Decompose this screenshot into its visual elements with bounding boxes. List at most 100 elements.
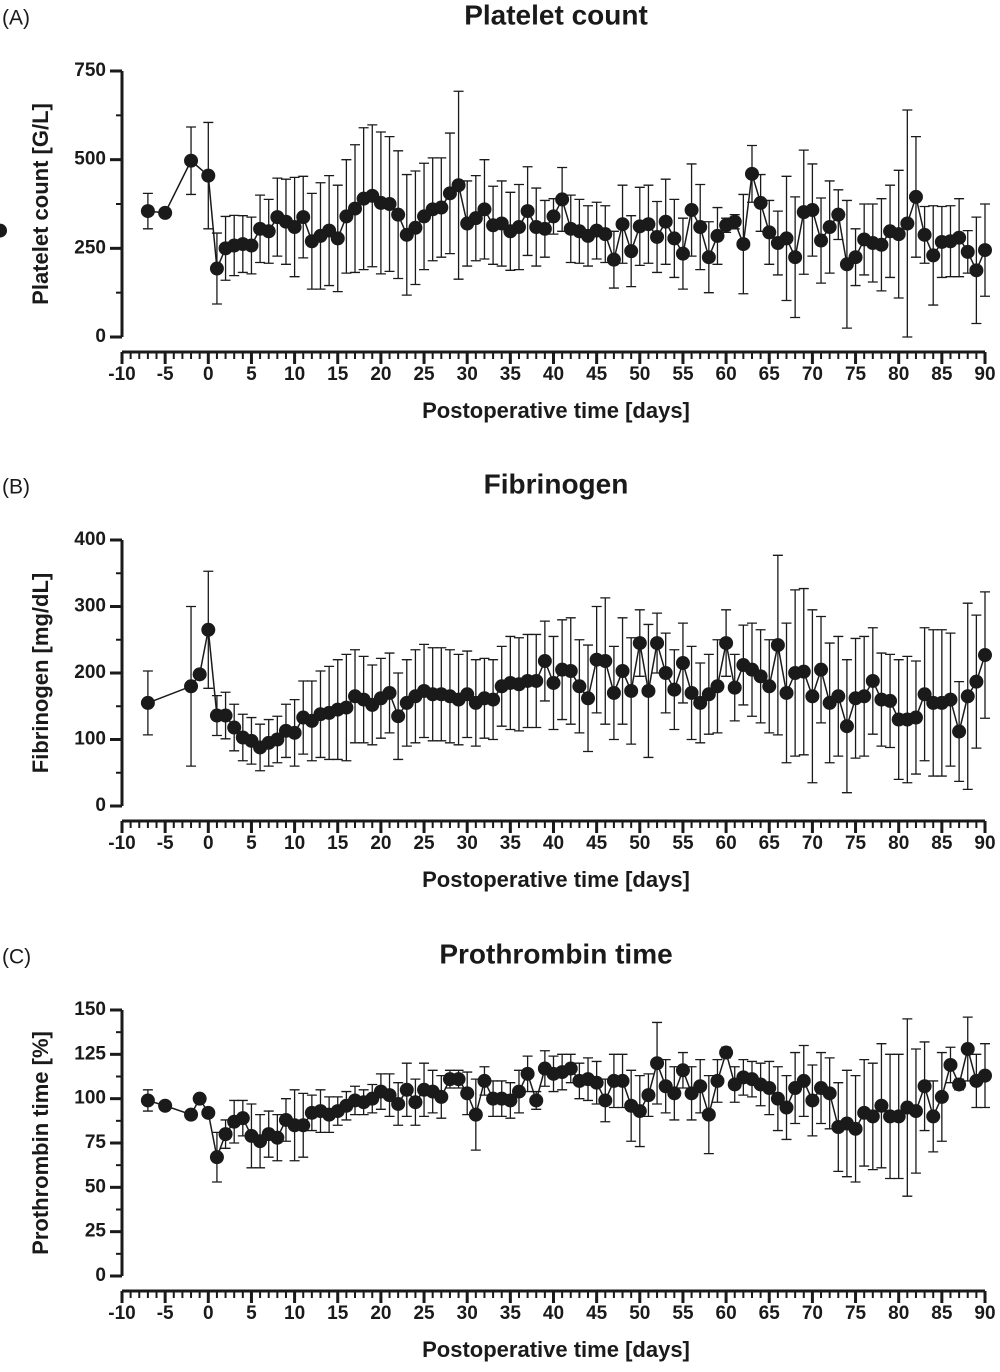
data-point bbox=[848, 1121, 863, 1136]
y-tick-label: 75 bbox=[85, 1132, 107, 1153]
data-point bbox=[891, 227, 906, 242]
y-axis-label: Prothrombin time [%] bbox=[28, 1031, 53, 1255]
data-point bbox=[434, 200, 449, 215]
x-axis-label: Postoperative time [days] bbox=[422, 1337, 690, 1362]
data-point bbox=[184, 1107, 199, 1122]
data-point bbox=[641, 217, 656, 232]
x-tick-label: 40 bbox=[543, 1303, 564, 1324]
data-point bbox=[908, 710, 923, 725]
panel: (A) Platelet count Postoperative time [day… bbox=[0, 0, 996, 423]
data-point bbox=[287, 220, 302, 235]
data-point bbox=[537, 221, 552, 236]
data-point bbox=[184, 153, 199, 168]
data-point bbox=[624, 244, 639, 259]
panel: (C) Prothrombin time Postoperative time [d… bbox=[2, 938, 996, 1361]
y-tick-label: 0 bbox=[95, 326, 106, 347]
data-point bbox=[969, 674, 984, 689]
data-point bbox=[382, 685, 397, 700]
data-point bbox=[261, 224, 276, 239]
data-point bbox=[762, 1081, 777, 1096]
data-point bbox=[874, 237, 889, 252]
x-axis-label: Postoperative time [days] bbox=[422, 867, 690, 892]
data-point bbox=[529, 1093, 544, 1108]
data-point bbox=[744, 166, 759, 181]
data-point bbox=[908, 189, 923, 204]
data-point bbox=[978, 1068, 992, 1083]
data-point bbox=[650, 1056, 665, 1071]
x-tick-label: 85 bbox=[931, 833, 953, 854]
data-point bbox=[201, 622, 216, 637]
x-tick-label: 80 bbox=[888, 364, 909, 385]
x-tick-label: 45 bbox=[586, 1303, 608, 1324]
x-tick-label: 40 bbox=[543, 833, 564, 854]
data-point bbox=[382, 1088, 397, 1103]
x-tick-label: -5 bbox=[157, 1303, 174, 1324]
data-point bbox=[762, 679, 777, 694]
x-tick-label: 80 bbox=[888, 1303, 909, 1324]
data-point bbox=[201, 1105, 216, 1120]
data-point bbox=[270, 1130, 285, 1145]
data-point bbox=[779, 1100, 794, 1115]
data-point bbox=[192, 1091, 207, 1106]
data-point bbox=[537, 654, 552, 669]
x-tick-label: 15 bbox=[327, 833, 349, 854]
data-point bbox=[762, 225, 777, 240]
data-point bbox=[451, 1072, 466, 1087]
data-point bbox=[805, 203, 820, 218]
data-point bbox=[140, 695, 155, 710]
data-point bbox=[581, 691, 596, 706]
y-tick-label: 100 bbox=[74, 1088, 106, 1109]
data-point bbox=[209, 261, 224, 276]
x-tick-label: 10 bbox=[284, 833, 305, 854]
data-point bbox=[477, 202, 492, 217]
data-point bbox=[675, 246, 690, 261]
data-point bbox=[865, 673, 880, 688]
data-point bbox=[589, 1075, 604, 1090]
x-tick-label: 90 bbox=[974, 833, 995, 854]
data-point bbox=[218, 708, 233, 723]
y-tick-label: 300 bbox=[74, 596, 106, 617]
x-tick-label: 20 bbox=[370, 364, 391, 385]
data-point bbox=[831, 689, 846, 704]
y-tick-label: 125 bbox=[74, 1043, 106, 1064]
data-point bbox=[598, 654, 613, 669]
data-point bbox=[788, 250, 803, 265]
data-point bbox=[546, 675, 561, 690]
data-point bbox=[710, 1073, 725, 1088]
x-tick-label: 15 bbox=[327, 364, 349, 385]
data-point bbox=[511, 1084, 526, 1099]
x-tick-label: 30 bbox=[457, 833, 478, 854]
data-point bbox=[382, 197, 397, 211]
x-tick-label: 55 bbox=[672, 833, 694, 854]
data-point bbox=[675, 656, 690, 671]
data-point bbox=[719, 1045, 734, 1060]
x-tick-label: 10 bbox=[284, 1303, 305, 1324]
x-tick-label: 45 bbox=[586, 364, 608, 385]
data-point bbox=[511, 220, 526, 235]
data-point bbox=[460, 1086, 475, 1101]
data-point bbox=[615, 1073, 630, 1088]
data-point bbox=[822, 220, 837, 235]
panel-label: (B) bbox=[2, 476, 30, 499]
data-point bbox=[287, 725, 302, 740]
data-point bbox=[701, 250, 716, 265]
data-point bbox=[675, 1063, 690, 1078]
data-point bbox=[978, 648, 992, 663]
data-point bbox=[960, 244, 975, 259]
data-point bbox=[391, 709, 406, 724]
data-point bbox=[865, 1109, 880, 1124]
data-point bbox=[814, 662, 829, 677]
x-tick-label: 85 bbox=[931, 364, 953, 385]
data-point bbox=[667, 682, 682, 697]
x-tick-label: 70 bbox=[802, 364, 823, 385]
data-point bbox=[235, 1111, 250, 1126]
data-point bbox=[641, 1088, 656, 1103]
data-point bbox=[710, 228, 725, 243]
data-point bbox=[339, 700, 354, 715]
data-point bbox=[408, 220, 423, 235]
data-point bbox=[606, 685, 621, 700]
data-point bbox=[952, 724, 967, 739]
data-point bbox=[615, 217, 630, 232]
chart-title: Prothrombin time bbox=[439, 938, 672, 969]
